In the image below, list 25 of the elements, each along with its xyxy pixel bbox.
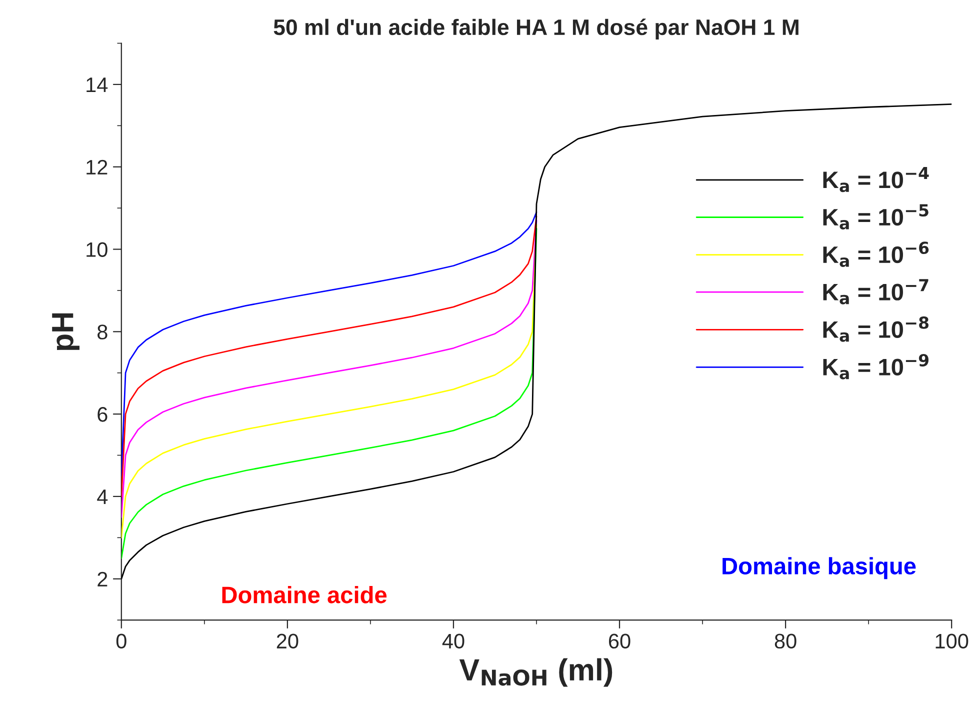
x-tick-label: 0 [116, 634, 126, 649]
x-tick-label: 40 [442, 634, 464, 649]
chart-title: 50 ml d'un acide faible HA 1 M dosé par NaOH 1 M [274, 18, 798, 40]
annotation: Domaine acide [222, 586, 387, 604]
legend-label: K$_{a}$ = 10$^{−6}$ [823, 242, 929, 267]
line-series [121, 104, 952, 580]
legend-label: K$_{a}$ = 10$^{−8}$ [823, 316, 929, 342]
legend-label: K$_{a}$ = 10$^{−4}$ [823, 166, 929, 192]
x-tick-label: 100 [936, 634, 968, 649]
y-tick-label: 4 [97, 490, 108, 504]
y-tick-label: 2 [98, 572, 108, 586]
y-axis-title: pH [52, 313, 80, 350]
y-tick-label: 14 [86, 78, 108, 92]
x-axis-title: V$_{NaOH}$ (ml) [459, 658, 612, 687]
legend-label: K$_{a}$ = 10$^{−5}$ [823, 204, 928, 230]
x-tick-label: 80 [774, 634, 796, 649]
annotation: Domaine basique [722, 557, 916, 580]
y-tick-label: 8 [98, 324, 108, 340]
y-tick-label: 12 [86, 160, 108, 174]
x-tick-label: 20 [276, 634, 298, 649]
x-tick-label: 60 [608, 634, 630, 649]
y-tick-label: 6 [98, 407, 108, 422]
legend-label: K$_{a}$ = 10$^{−7}$ [823, 279, 928, 304]
legend-label: K$_{a}$ = 10$^{−9}$ [823, 354, 928, 380]
y-tick-label: 10 [86, 242, 108, 258]
